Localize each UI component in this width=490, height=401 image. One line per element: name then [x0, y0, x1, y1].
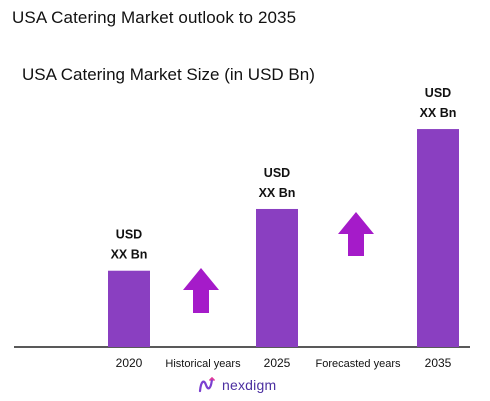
- data-label-2035-line-1: USD: [425, 86, 451, 100]
- bar-2025: [256, 208, 298, 347]
- tick-label-2035: 2035: [425, 356, 452, 370]
- bar-2035: [417, 129, 459, 347]
- logo-wordmark: nexdigm: [222, 377, 277, 393]
- data-label-2020-line-1: USD: [116, 228, 142, 242]
- bar-2020: [108, 270, 150, 347]
- annotation-historical: Historical years: [165, 358, 241, 370]
- nexdigm-logo: nexdigm: [198, 377, 276, 393]
- tick-label-2020: 2020: [116, 356, 143, 370]
- chart-title: USA Catering Market Size (in USD Bn): [22, 65, 315, 84]
- data-label-2035-line-2: XX Bn: [420, 106, 457, 120]
- data-label-2025-line-2: XX Bn: [259, 186, 296, 200]
- nexdigm-logo-icon: [198, 377, 215, 393]
- growth-arrow-historical-icon: [183, 268, 219, 313]
- growth-arrow-forecasted-icon: [338, 212, 374, 256]
- annotation-forecasted: Forecasted years: [316, 358, 401, 370]
- page-title: USA Catering Market outlook to 2035: [12, 8, 297, 27]
- data-label-2020-line-2: XX Bn: [111, 248, 148, 262]
- data-label-2025-line-1: USD: [264, 166, 290, 180]
- tick-label-2025: 2025: [264, 356, 291, 370]
